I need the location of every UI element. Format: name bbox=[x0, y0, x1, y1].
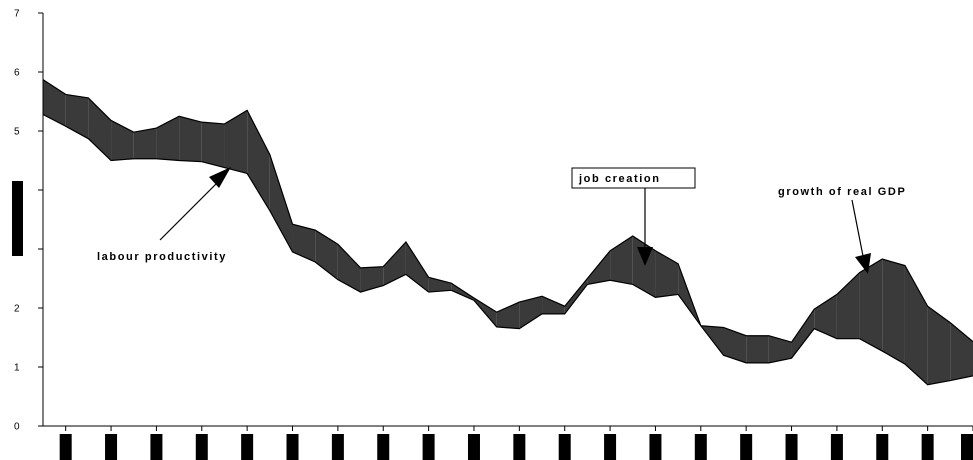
band-segment bbox=[632, 236, 656, 298]
band-segment bbox=[859, 259, 883, 352]
x-tick-label-redacted bbox=[604, 434, 617, 460]
arrow-growth-of-real-gdp bbox=[851, 199, 864, 257]
band-segment bbox=[133, 128, 157, 159]
x-tick-label-redacted bbox=[331, 434, 344, 460]
arrowhead-job-creation bbox=[637, 247, 653, 266]
band-segment bbox=[383, 241, 406, 286]
annotation-job-creation-label: job creation bbox=[578, 173, 661, 185]
annotation-job-creation-box bbox=[571, 167, 696, 189]
band-segment bbox=[201, 122, 225, 168]
band-segment bbox=[405, 241, 429, 293]
band-segment bbox=[882, 259, 905, 365]
x-tick-label-redacted bbox=[377, 434, 390, 460]
band-segment bbox=[836, 272, 860, 339]
y-axis-title-redacted bbox=[12, 181, 23, 256]
band-segment bbox=[768, 335, 792, 363]
band-segment bbox=[496, 302, 520, 329]
x-tick-label-redacted bbox=[961, 434, 973, 460]
x-tick-label-redacted bbox=[286, 434, 299, 460]
y-tick-label: 2 bbox=[14, 304, 20, 315]
x-tick-label-redacted bbox=[150, 434, 163, 460]
band-segment bbox=[814, 294, 837, 339]
band-segment bbox=[904, 265, 928, 385]
x-tick-label-redacted bbox=[876, 434, 889, 460]
band-segment bbox=[315, 230, 338, 280]
x-tick-label-redacted bbox=[740, 434, 753, 460]
band-segment bbox=[156, 116, 180, 161]
band-segment bbox=[337, 244, 361, 293]
band-segment bbox=[179, 116, 202, 162]
y-tick-label: 0 bbox=[14, 422, 20, 433]
series-line-growth-of-real-gdp bbox=[42, 79, 973, 343]
band-segment bbox=[927, 306, 951, 385]
arrowhead-labour-productivity bbox=[209, 167, 231, 188]
band-segment bbox=[587, 250, 611, 285]
annotation-growth-of-real-gdp-label: growth of real GDP bbox=[778, 186, 906, 198]
x-tick-label-redacted bbox=[921, 434, 934, 460]
y-tick-label: 6 bbox=[14, 68, 20, 79]
band-layer bbox=[43, 79, 973, 385]
band-segment bbox=[791, 309, 815, 359]
band-segment bbox=[564, 278, 588, 314]
band-segment bbox=[610, 236, 633, 285]
x-tick-label-redacted bbox=[105, 434, 118, 460]
x-tick-label-redacted bbox=[694, 434, 707, 460]
band-segment bbox=[88, 97, 112, 161]
band-segment bbox=[269, 154, 293, 252]
band-segment bbox=[542, 296, 565, 314]
annotation-labour-productivity: labour productivity bbox=[97, 167, 231, 263]
arrow-labour-productivity bbox=[159, 177, 223, 241]
y-tick-label: 7 bbox=[14, 9, 20, 20]
band-segment bbox=[247, 110, 270, 211]
x-axis-ticks bbox=[59, 426, 973, 460]
series-line-labour-productivity bbox=[42, 113, 973, 386]
annotation-job-creation: job creation bbox=[571, 167, 696, 266]
band-segment bbox=[746, 335, 769, 363]
x-tick-label-redacted bbox=[195, 434, 208, 460]
x-tick-label-redacted bbox=[558, 434, 571, 460]
band-segment bbox=[655, 250, 679, 298]
band-segment bbox=[224, 110, 248, 174]
x-tick-label-redacted bbox=[422, 434, 435, 460]
arrowhead-growth-of-real-gdp bbox=[855, 253, 871, 274]
x-tick-label-redacted bbox=[830, 434, 843, 460]
x-tick-label-redacted bbox=[785, 434, 798, 460]
band-segment bbox=[360, 266, 384, 293]
x-tick-label-redacted bbox=[59, 434, 72, 460]
line-layer bbox=[42, 79, 973, 386]
annotation-labour-productivity-label: labour productivity bbox=[97, 251, 227, 263]
x-tick-label-redacted bbox=[649, 434, 662, 460]
band-segment bbox=[111, 120, 134, 161]
band-segment bbox=[723, 327, 747, 363]
x-tick-label-redacted bbox=[467, 434, 480, 460]
y-tick-label: 1 bbox=[14, 363, 20, 374]
x-tick-label-redacted bbox=[241, 434, 254, 460]
band-segment bbox=[428, 277, 452, 293]
band-segment bbox=[519, 296, 543, 329]
y-tick-label: 5 bbox=[14, 127, 20, 138]
x-tick-label-redacted bbox=[513, 434, 526, 460]
annotation-growth-of-real-gdp: growth of real GDP bbox=[778, 186, 906, 274]
band-segment bbox=[65, 94, 89, 139]
band-segment bbox=[292, 224, 316, 262]
